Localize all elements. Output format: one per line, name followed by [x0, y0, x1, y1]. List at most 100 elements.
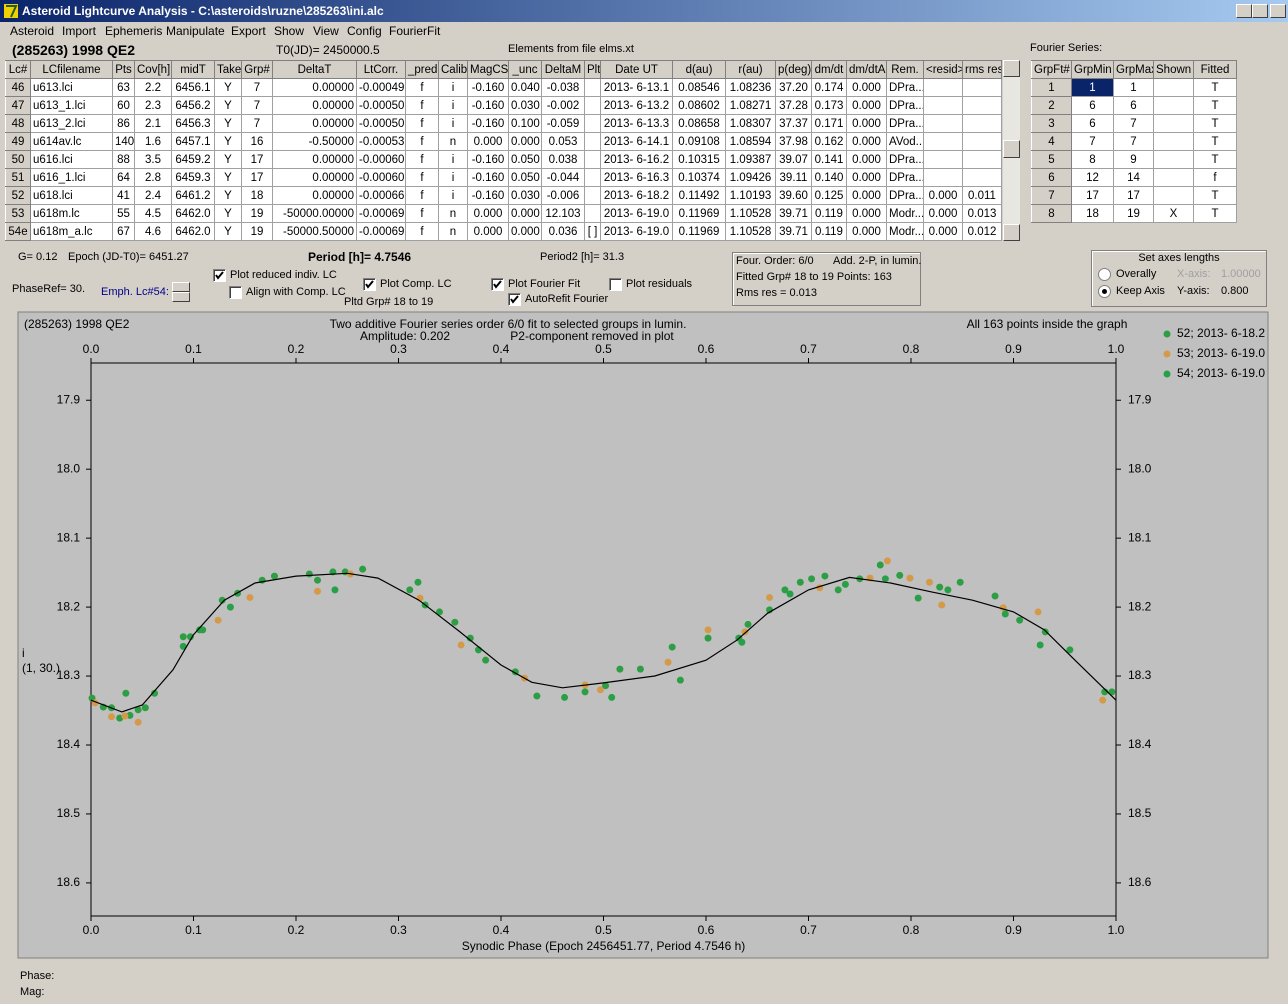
table-cell[interactable]: 1.08594: [725, 132, 776, 151]
table-cell[interactable]: T: [1193, 186, 1237, 205]
table-cell[interactable]: [962, 168, 1002, 187]
minimize-button[interactable]: [1236, 4, 1252, 18]
table-cell[interactable]: 64: [112, 168, 135, 187]
table-cell[interactable]: -0.059: [541, 114, 585, 133]
column-header[interactable]: dm/dtA: [846, 60, 887, 79]
table-cell[interactable]: 6456.3: [171, 114, 215, 133]
menu-item[interactable]: View: [313, 24, 339, 38]
table-cell[interactable]: AVod...: [886, 132, 924, 151]
table-cell[interactable]: 39.07: [775, 150, 812, 169]
table-cell[interactable]: DPra...: [886, 150, 924, 169]
menu-item[interactable]: Export: [231, 24, 266, 38]
column-header[interactable]: DeltaT: [272, 60, 357, 79]
table-cell[interactable]: 0.162: [811, 132, 847, 151]
table-cell[interactable]: 17: [1113, 186, 1154, 205]
table-cell[interactable]: [962, 150, 1002, 169]
table-cell[interactable]: [584, 186, 601, 205]
table-cell[interactable]: 0.00000: [272, 114, 357, 133]
table-cell[interactable]: 4.6: [134, 222, 172, 241]
table-cell[interactable]: f: [405, 168, 439, 187]
column-header[interactable]: Fitted: [1193, 60, 1237, 79]
column-header[interactable]: GrpMax: [1113, 60, 1154, 79]
table-cell[interactable]: 2.4: [134, 186, 172, 205]
table-cell[interactable]: [584, 114, 601, 133]
row-header[interactable]: 3: [1031, 114, 1072, 133]
menu-item[interactable]: Asteroid: [10, 24, 55, 38]
table-cell[interactable]: 0.140: [811, 168, 847, 187]
table-cell[interactable]: 19: [1113, 204, 1154, 223]
table-cell[interactable]: -0.50000: [272, 132, 357, 151]
column-header[interactable]: Calib.: [438, 60, 468, 79]
table-cell[interactable]: 0.040: [508, 78, 542, 97]
row-header[interactable]: 53: [5, 204, 31, 223]
table-cell[interactable]: -0.160: [467, 186, 509, 205]
table-cell[interactable]: [923, 96, 963, 115]
table-cell[interactable]: 17: [241, 168, 273, 187]
scroll-up[interactable]: [1003, 60, 1020, 77]
table-cell[interactable]: u614av.lc: [30, 132, 113, 151]
table-cell[interactable]: T: [1193, 204, 1237, 223]
column-header[interactable]: Cov[h]: [134, 60, 172, 79]
table-cell[interactable]: u616_1.lci: [30, 168, 113, 187]
table-cell[interactable]: 0.000: [846, 132, 887, 151]
menu-item[interactable]: Config: [347, 24, 382, 38]
table-cell[interactable]: [584, 168, 601, 187]
table-cell[interactable]: 37.98: [775, 132, 812, 151]
table-cell[interactable]: [1153, 96, 1194, 115]
column-header[interactable]: Date UT: [600, 60, 673, 79]
table-cell[interactable]: 0.050: [508, 150, 542, 169]
table-cell[interactable]: DPra...: [886, 96, 924, 115]
table-cell[interactable]: -50000.00000: [272, 204, 357, 223]
table-cell[interactable]: f: [405, 222, 439, 241]
table-cell[interactable]: [ ]: [584, 222, 601, 241]
spin-up[interactable]: [172, 282, 190, 292]
table-cell[interactable]: 0.00000: [272, 78, 357, 97]
table-cell[interactable]: 19: [241, 222, 273, 241]
table-cell[interactable]: 4.5: [134, 204, 172, 223]
menu-item[interactable]: Manipulate: [166, 24, 225, 38]
table-cell[interactable]: Modr...: [886, 204, 924, 223]
column-header[interactable]: rms res: [962, 60, 1002, 79]
table-cell[interactable]: 7: [1071, 132, 1114, 151]
table-cell[interactable]: f: [405, 78, 439, 97]
table-cell[interactable]: 0.08546: [672, 78, 726, 97]
table-cell[interactable]: 0.000: [846, 168, 887, 187]
checkbox[interactable]: [508, 293, 521, 306]
close-button[interactable]: [1270, 4, 1286, 18]
table-cell[interactable]: 0.030: [508, 186, 542, 205]
table-cell[interactable]: 0.053: [541, 132, 585, 151]
table-cell[interactable]: [1153, 114, 1194, 133]
table-cell[interactable]: 0.036: [541, 222, 585, 241]
table-cell[interactable]: 0.00000: [272, 150, 357, 169]
table-cell[interactable]: Y: [214, 78, 242, 97]
table-cell[interactable]: 1.09387: [725, 150, 776, 169]
table-cell[interactable]: u618m.lc: [30, 204, 113, 223]
table-cell[interactable]: Y: [214, 132, 242, 151]
table-cell[interactable]: 2013- 6-13.3: [600, 114, 673, 133]
table-cell[interactable]: 2013- 6-18.2: [600, 186, 673, 205]
row-header[interactable]: 52: [5, 186, 31, 205]
table-cell[interactable]: 63: [112, 78, 135, 97]
table-cell[interactable]: 0.125: [811, 186, 847, 205]
table-cell[interactable]: 0.11969: [672, 222, 726, 241]
scroll-thumb[interactable]: [1003, 140, 1020, 158]
column-header[interactable]: Pts: [112, 60, 135, 79]
table-cell[interactable]: 18: [241, 186, 273, 205]
table-cell[interactable]: 37.20: [775, 78, 812, 97]
table-cell[interactable]: [923, 78, 963, 97]
column-header[interactable]: Plt: [584, 60, 601, 79]
table-cell[interactable]: -0.00060: [356, 168, 406, 187]
table-cell[interactable]: 39.60: [775, 186, 812, 205]
table-cell[interactable]: 0.000: [846, 222, 887, 241]
table-cell[interactable]: u618m_a.lc: [30, 222, 113, 241]
table-cell[interactable]: 55: [112, 204, 135, 223]
table-cell[interactable]: f: [405, 150, 439, 169]
table-cell[interactable]: [923, 114, 963, 133]
table-cell[interactable]: 2013- 6-19.0: [600, 204, 673, 223]
table-cell[interactable]: i: [438, 168, 468, 187]
table-cell[interactable]: [962, 96, 1002, 115]
table-cell[interactable]: u613.lci: [30, 78, 113, 97]
table-cell[interactable]: 0.000: [923, 186, 963, 205]
table-cell[interactable]: n: [438, 204, 468, 223]
table-cell[interactable]: i: [438, 96, 468, 115]
